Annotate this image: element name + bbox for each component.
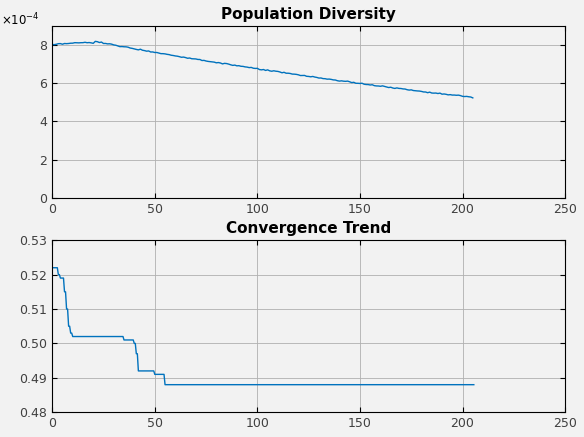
- Text: $\times10^{-4}$: $\times10^{-4}$: [1, 12, 40, 29]
- Title: Population Diversity: Population Diversity: [221, 7, 396, 22]
- Title: Convergence Trend: Convergence Trend: [226, 221, 391, 236]
